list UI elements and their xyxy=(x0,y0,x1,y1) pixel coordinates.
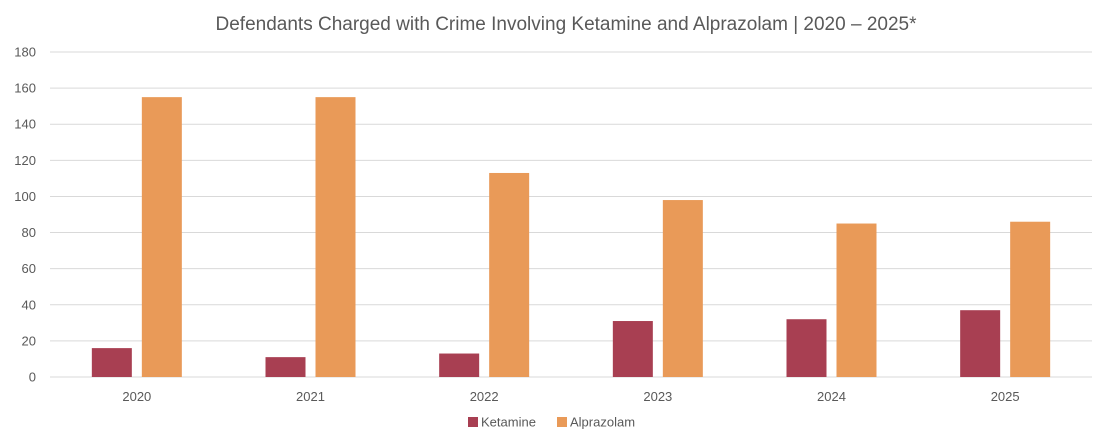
bar-ketamine-2021 xyxy=(266,357,306,377)
x-tick-label: 2020 xyxy=(122,389,151,404)
y-tick-label: 0 xyxy=(29,370,36,385)
x-tick-label: 2025 xyxy=(991,389,1020,404)
y-tick-label: 140 xyxy=(14,117,36,132)
chart-title: Defendants Charged with Crime Involving … xyxy=(216,14,918,35)
x-tick-label: 2023 xyxy=(643,389,672,404)
bar-alprazolam-2021 xyxy=(316,97,356,377)
legend-label-ketamine: Ketamine xyxy=(481,415,536,430)
bar-alprazolam-2022 xyxy=(489,173,529,377)
x-tick-label: 2021 xyxy=(296,389,325,404)
x-tick-label: 2022 xyxy=(470,389,499,404)
legend-swatch-ketamine xyxy=(468,417,478,427)
bar-ketamine-2024 xyxy=(787,319,827,377)
bar-ketamine-2020 xyxy=(92,348,132,377)
bar-ketamine-2023 xyxy=(613,321,653,377)
y-tick-label: 180 xyxy=(14,45,36,60)
bar-alprazolam-2023 xyxy=(663,200,703,377)
bar-ketamine-2025 xyxy=(960,310,1000,377)
y-tick-label: 120 xyxy=(14,153,36,168)
y-tick-label: 60 xyxy=(22,261,36,276)
bar-alprazolam-2020 xyxy=(142,97,182,377)
y-tick-label: 160 xyxy=(14,81,36,96)
legend-swatch-alprazolam xyxy=(557,417,567,427)
y-tick-label: 40 xyxy=(22,297,36,312)
bars xyxy=(92,97,1050,377)
legend: Ketamine Alprazolam xyxy=(468,415,635,430)
bar-alprazolam-2024 xyxy=(837,224,877,377)
bar-alprazolam-2025 xyxy=(1010,222,1050,377)
y-tick-label: 80 xyxy=(22,225,36,240)
y-tick-label: 20 xyxy=(22,333,36,348)
y-tick-label: 100 xyxy=(14,189,36,204)
gridlines xyxy=(50,52,1092,377)
bar-ketamine-2022 xyxy=(439,354,479,377)
legend-label-alprazolam: Alprazolam xyxy=(570,415,635,430)
y-axis-ticks: 0 20 40 60 80 100 120 140 160 180 xyxy=(14,45,36,385)
x-axis-ticks: 2020 2021 2022 2023 2024 2025 xyxy=(122,389,1019,404)
x-tick-label: 2024 xyxy=(817,389,846,404)
